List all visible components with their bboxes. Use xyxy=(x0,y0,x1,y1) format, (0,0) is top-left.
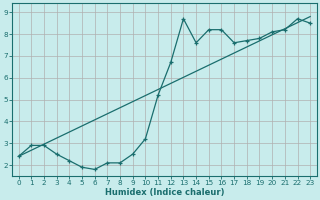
X-axis label: Humidex (Indice chaleur): Humidex (Indice chaleur) xyxy=(105,188,224,197)
